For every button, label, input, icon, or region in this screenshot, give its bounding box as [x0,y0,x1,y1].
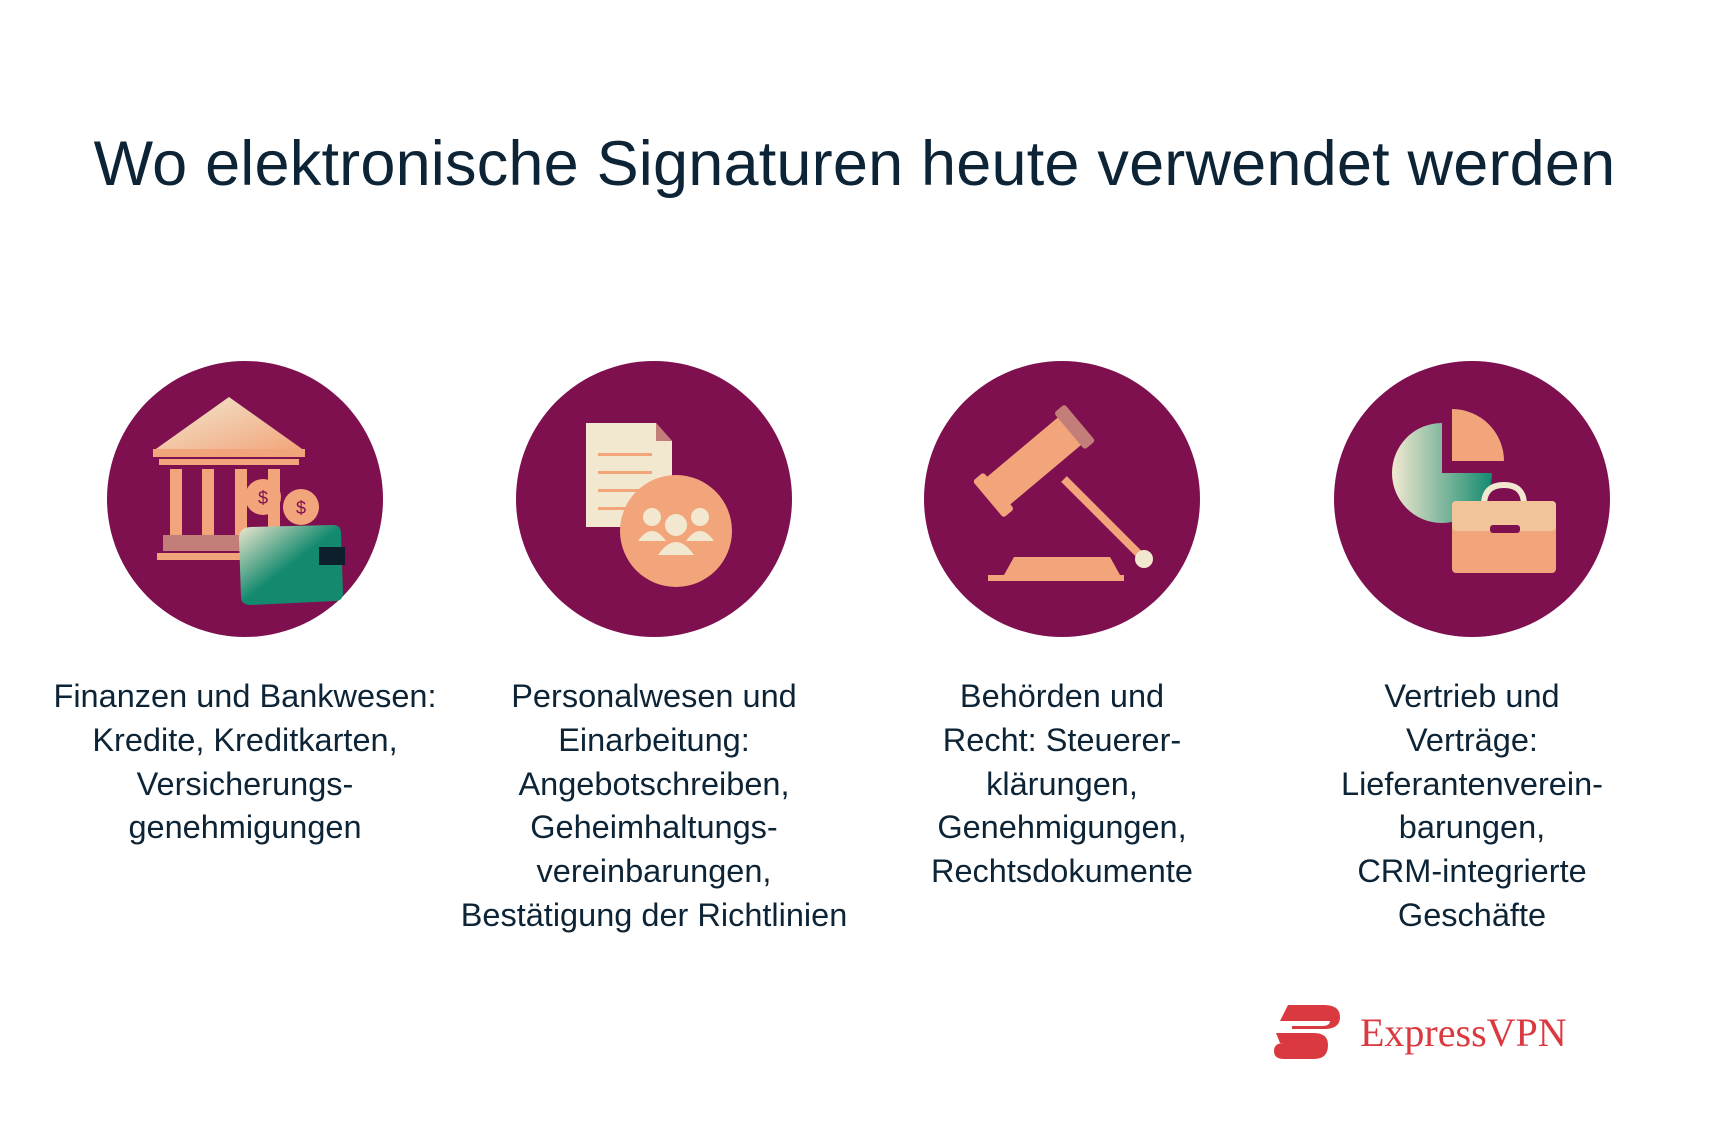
page-title: Wo elektronische Signaturen heute verwen… [93,129,1616,199]
text-line: Geheimhaltungs- [530,809,778,846]
text-line: Verträge: [1406,721,1538,758]
document-people-icon [516,361,792,637]
text-line: Bestätigung der Richtlinien [460,896,848,933]
expressvpn-logo: ExpressVPN [1270,1003,1567,1061]
text-line: Einarbeitung: [558,721,750,758]
category-sales-contracts: Vertrieb und Verträge: Lieferantenverein… [1242,361,1702,938]
pie-chart-briefcase-icon [1334,361,1610,637]
svg-text:$: $ [296,498,306,518]
category-hr: Personalwesen und Einarbeitung: Angebots… [424,361,884,938]
text-line: klärungen, [986,765,1138,802]
text-line: Finanzen und Bankwesen: [53,678,437,714]
logo-text: ExpressVPN [1360,1009,1567,1055]
category-text: Finanzen und Bankwesen: Kredite, Kreditk… [15,675,475,850]
text-line: vereinbarungen, [536,853,772,890]
text-line: CRM-integrierte [1357,853,1587,890]
expressvpn-logo-icon [1274,1005,1340,1059]
bank-wallet-icon: $ $ [107,361,383,637]
text-line: Kredite, Kreditkarten, [92,721,398,758]
svg-text:$: $ [258,488,268,508]
text-line: Behörden und [959,678,1165,714]
text-line: Vertrieb und [1384,678,1560,714]
text-line: Geschäfte [1397,896,1547,933]
text-line: Lieferantenverein- [1341,765,1603,802]
text-line: Personalwesen und [511,678,797,714]
text-line: genehmigungen [128,809,362,846]
category-finance: $ $ Finanzen und Bankwesen: Kredite, Kre… [15,361,475,850]
category-text: Personalwesen und Einarbeitung: Angebots… [424,675,884,938]
text-line: Genehmigungen, [937,809,1187,846]
category-text: Vertrieb und Verträge: Lieferantenverein… [1242,675,1702,938]
category-text: Behörden und Recht: Steuerer- klärungen,… [832,675,1292,894]
text-line: Versicherungs- [136,765,354,802]
text-line: Angebotschreiben, [518,765,790,802]
gavel-icon [924,361,1200,637]
category-government-law: Behörden und Recht: Steuerer- klärungen,… [832,361,1292,894]
text-line: Recht: Steuerer- [942,721,1182,758]
text-line: barungen, [1398,809,1546,846]
text-line: Rechtsdokumente [931,853,1193,890]
